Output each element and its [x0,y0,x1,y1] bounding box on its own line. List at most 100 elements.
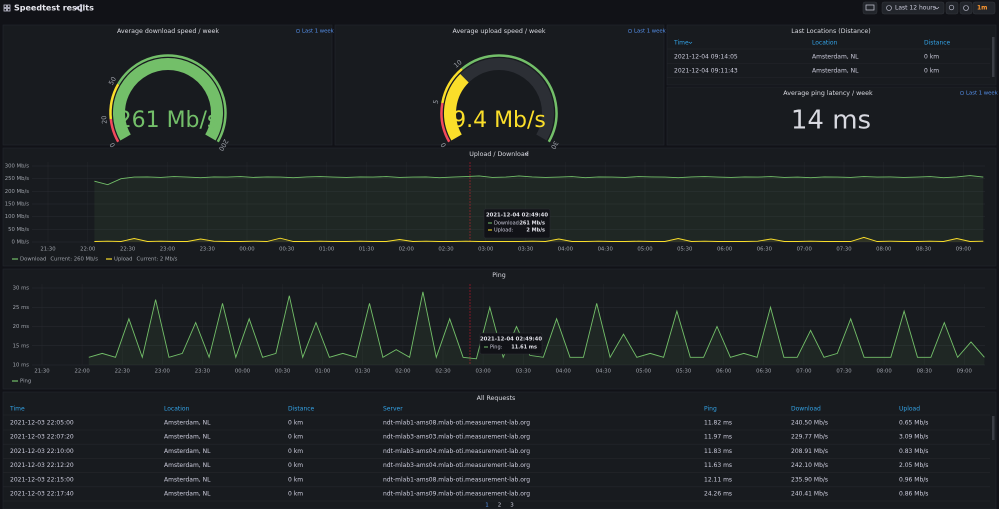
zoom-out-button[interactable] [945,1,959,15]
table-cell: 2021-12-03 22:07:20 [10,434,74,441]
x-tick-label: 08:30 [917,369,933,375]
table-cell: 12.11 ms [704,476,732,483]
panel [2,391,997,509]
series-line [94,175,984,186]
tv-mode-button[interactable] [862,1,878,15]
x-tick-label: 00:30 [279,247,295,253]
gauge-tick-label: 50 [107,75,118,86]
legend-label[interactable]: Download [20,257,46,263]
y-tick-label: 15 ms [13,343,30,349]
table-cell: Amsterdam, NL [164,448,211,455]
table-cell: Amsterdam, NL [164,420,211,427]
table-cell: ndt-mlab1-ams09.mlab-oti.measurement-lab… [383,491,530,498]
threshold-band [109,118,120,143]
x-tick-label: 22:30 [115,369,131,375]
x-tick-label: 23:30 [195,369,211,375]
page-link[interactable]: 2 [498,503,502,509]
scrollbar [992,416,995,440]
x-tick-label: 04:00 [556,369,572,375]
table-cell: 0 km [924,68,939,75]
gauge-fill [444,73,469,141]
clock-icon [627,28,633,34]
gauge-tick-label: 0 [108,141,117,149]
page-link[interactable]: 1 [485,503,489,509]
threshold-band [441,67,463,104]
zoom-icon [948,4,955,11]
table-cell: 0.86 Mb/s [899,491,928,498]
gauge-tick-label: 20 [100,115,109,124]
refresh-icon [963,5,969,11]
refresh-interval-label[interactable]: 1m [977,5,987,12]
gauge-tick-label: 0 [439,141,448,149]
x-tick-label: 03:30 [518,247,534,253]
table-cell: 0 km [288,476,303,483]
table-cell: 2021-12-03 22:17:40 [10,491,74,498]
tooltip [483,208,551,239]
table-cell: ndt-mlab3-ams04.mlab-oti.measurement-lab… [383,462,530,469]
threshold-band [461,54,558,143]
table-cell: ndt-mlab3-ams04.mlab-oti.measurement-lab… [383,448,530,455]
tooltip [479,332,543,355]
x-tick-label: 08:00 [876,247,892,253]
share-icon[interactable] [75,4,83,12]
time-picker[interactable] [881,1,945,15]
x-tick-label: 22:00 [74,369,90,375]
panel-title: Average download speed / week [117,28,219,35]
page-link[interactable]: 3 [510,503,514,509]
x-tick-label: 09:00 [956,247,972,253]
x-tick-label: 04:30 [596,369,612,375]
table-cell: 2.05 Mb/s [899,462,928,469]
x-tick-label: 03:00 [475,369,491,375]
menu-caret [524,152,529,155]
y-tick-label: 10 ms [13,363,30,369]
table-cell: 0.65 Mb/s [899,420,928,427]
column-header: Distance [924,40,951,47]
column-header: Upload [899,406,920,413]
refresh-interval[interactable] [972,1,996,15]
tv-icon [865,4,875,11]
refresh-button[interactable] [959,1,973,15]
table-cell: 2021-12-03 22:15:00 [10,476,74,483]
x-tick-label: 01:30 [355,369,371,375]
threshold-band [440,102,451,143]
table-cell: ndt-mlab3-ams03.mlab-oti.measurement-lab… [383,434,530,441]
column-header: Location [164,406,190,413]
legend-label[interactable]: Upload [114,257,133,263]
gauge-tick-label: 30 [549,139,560,150]
table-cell: 240.50 Mb/s [791,420,828,427]
sort-icon [688,41,693,44]
x-tick-label: 06:00 [717,247,733,253]
grid-icon[interactable] [3,4,11,12]
x-tick-label: 00:00 [235,369,251,375]
panel [334,24,665,146]
x-tick-label: 00:00 [239,247,255,253]
time-range[interactable]: Last 12 hours [895,5,936,12]
x-tick-label: 21:30 [34,369,50,375]
table-cell: 2021-12-03 22:12:20 [10,462,74,469]
threshold-band [109,83,120,120]
column-header: Download [791,406,821,413]
dashboard-title[interactable]: Speedtest results [14,4,94,13]
x-tick-label: 21:30 [40,247,56,253]
clock-icon [886,5,892,11]
x-tick-label: 01:30 [359,247,375,253]
gauge-fill [113,58,223,141]
table-cell: 0 km [288,462,303,469]
x-tick-label: 08:00 [876,369,892,375]
time-label: Last 1 week [634,29,667,35]
table-cell: 11.63 ms [704,462,732,469]
x-tick-label: 02:30 [438,247,454,253]
x-tick-label: 00:30 [275,369,291,375]
table-cell: 0 km [288,448,303,455]
column-header: Distance [288,406,315,413]
time-label: Last 1 week [302,29,335,35]
panel [2,147,997,267]
panel-title: Average ping latency / week [783,90,873,97]
table-cell: 11.97 ms [704,434,732,441]
legend-label[interactable]: Ping [20,379,31,385]
column-header: Ping [704,406,717,413]
x-tick-label: 05:30 [677,247,693,253]
table-cell: 2021-12-03 22:05:00 [10,420,74,427]
table-cell: 208.91 Mb/s [791,448,828,455]
